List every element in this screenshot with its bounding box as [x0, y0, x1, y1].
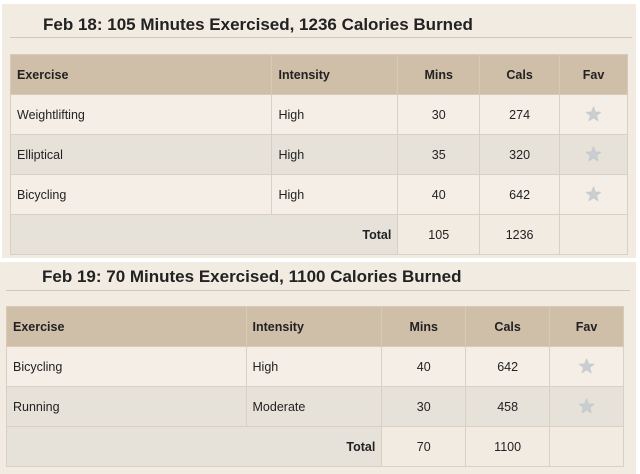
total-label: Total — [5, 426, 383, 467]
day-panel-feb-19: Feb 19: 70 Minutes Exercised, 1100 Calor… — [0, 262, 636, 474]
star-icon[interactable]: ★ — [577, 356, 596, 378]
exercise-table: Exercise Intensity Mins Cals Fav Bicycli… — [5, 306, 624, 467]
header-exercise: Exercise — [9, 54, 273, 95]
intensity-cell: High — [271, 94, 399, 135]
divider — [6, 290, 630, 291]
exercise-cell: Running — [6, 386, 247, 427]
cals-cell: 642 — [465, 346, 551, 387]
day-title: Feb 19: 70 Minutes Exercised, 1100 Calor… — [42, 267, 462, 286]
total-mins: 105 — [397, 214, 481, 255]
exercise-cell: Bicycling — [9, 174, 273, 215]
table-header-row: Exercise Intensity Mins Cals Fav — [6, 306, 624, 347]
table-row: Bicycling High 40 642 ★ — [9, 174, 628, 215]
header-fav: Fav — [549, 306, 624, 347]
mins-cell: 35 — [397, 134, 481, 175]
header-exercise: Exercise — [6, 306, 247, 347]
exercise-cell: Bicycling — [6, 346, 247, 387]
divider — [10, 37, 632, 38]
day-title: Feb 18: 105 Minutes Exercised, 1236 Calo… — [43, 15, 473, 34]
table-row: Bicycling High 40 642 ★ — [6, 346, 624, 387]
mins-cell: 40 — [381, 346, 467, 387]
star-icon[interactable]: ★ — [584, 184, 603, 206]
star-icon[interactable]: ★ — [584, 144, 603, 166]
total-mins: 70 — [381, 426, 467, 467]
exercise-cell: Elliptical — [9, 134, 273, 175]
star-icon[interactable]: ★ — [584, 104, 603, 126]
header-cals: Cals — [479, 54, 561, 95]
total-row: Total 105 1236 — [9, 214, 628, 255]
total-row: Total 70 1100 — [5, 426, 624, 467]
header-intensity: Intensity — [245, 306, 383, 347]
cals-cell: 458 — [465, 386, 551, 427]
table-row: Weightlifting High 30 274 ★ — [9, 94, 628, 135]
header-fav: Fav — [559, 54, 628, 95]
header-intensity: Intensity — [271, 54, 399, 95]
intensity-cell: Moderate — [245, 386, 383, 427]
total-cals: 1236 — [479, 214, 561, 255]
exercise-table: Exercise Intensity Mins Cals Fav Weightl… — [9, 54, 628, 255]
intensity-cell: High — [245, 346, 383, 387]
mins-cell: 30 — [381, 386, 467, 427]
header-mins: Mins — [381, 306, 467, 347]
header-cals: Cals — [465, 306, 551, 347]
intensity-cell: High — [271, 174, 399, 215]
mins-cell: 40 — [397, 174, 481, 215]
day-panel-feb-18: Feb 18: 105 Minutes Exercised, 1236 Calo… — [2, 4, 636, 258]
header-mins: Mins — [397, 54, 481, 95]
cals-cell: 320 — [479, 134, 561, 175]
mins-cell: 30 — [397, 94, 481, 135]
exercise-cell: Weightlifting — [9, 94, 273, 135]
cals-cell: 642 — [479, 174, 561, 215]
total-label: Total — [9, 214, 399, 255]
star-icon[interactable]: ★ — [577, 396, 596, 418]
intensity-cell: High — [271, 134, 399, 175]
table-header-row: Exercise Intensity Mins Cals Fav — [9, 54, 628, 95]
total-cals: 1100 — [465, 426, 551, 467]
cals-cell: 274 — [479, 94, 561, 135]
table-row: Running Moderate 30 458 ★ — [6, 386, 624, 427]
table-row: Elliptical High 35 320 ★ — [9, 134, 628, 175]
